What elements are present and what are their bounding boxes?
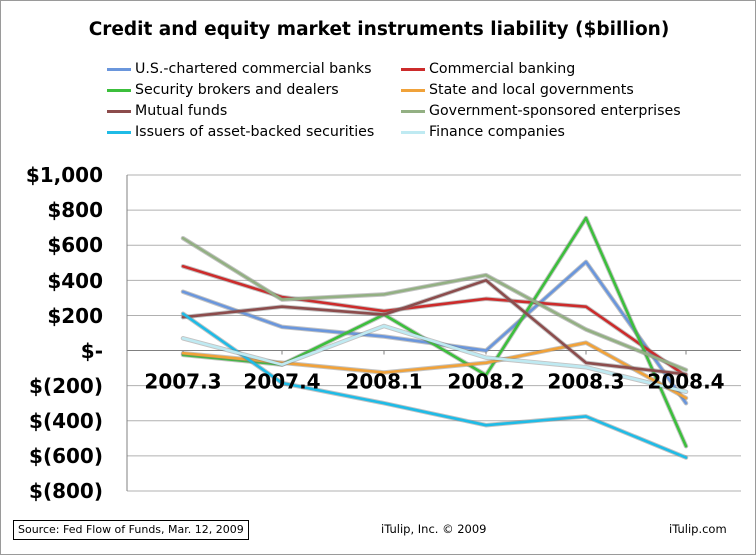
legend-item: Mutual funds xyxy=(107,101,227,121)
legend-swatch xyxy=(401,88,425,92)
legend-label: U.S.-chartered commercial banks xyxy=(135,61,372,77)
x-tick-label: 2008.1 xyxy=(345,370,422,394)
source-note: Source: Fed Flow of Funds, Mar. 12, 2009 xyxy=(13,520,249,540)
legend-swatch xyxy=(107,109,131,113)
copyright-text: iTulip, Inc. © 2009 xyxy=(381,522,487,536)
x-tick-label: 2008.4 xyxy=(647,370,724,394)
series-line xyxy=(181,278,688,376)
legend-label: Mutual funds xyxy=(135,103,228,119)
series-line xyxy=(181,216,688,448)
x-tick-label: 2007.3 xyxy=(144,370,221,394)
series-line xyxy=(181,324,688,394)
y-tick-label: $(200) xyxy=(29,374,103,398)
legend-item: Security brokers and dealers xyxy=(107,80,339,100)
y-tick-label: $(600) xyxy=(29,444,103,468)
series-line xyxy=(181,312,688,459)
y-tick-label: $1,000 xyxy=(25,163,103,187)
legend-swatch xyxy=(107,67,131,71)
series-line xyxy=(181,264,688,378)
legend-label: Finance companies xyxy=(429,124,565,140)
legend-swatch xyxy=(107,130,131,134)
legend-item: Finance companies xyxy=(401,122,565,142)
legend-item: State and local governments xyxy=(401,80,634,100)
legend-label: Issuers of asset-backed securities xyxy=(135,124,375,140)
series-line xyxy=(181,236,688,372)
y-tick-label: $200 xyxy=(47,304,103,328)
y-tick-label: $800 xyxy=(47,198,103,222)
legend-label: Security brokers and dealers xyxy=(135,82,339,98)
x-tick-label: 2007.4 xyxy=(243,370,320,394)
legend-swatch xyxy=(401,130,425,134)
legend-swatch xyxy=(107,88,131,92)
x-tick-label: 2008.2 xyxy=(447,370,524,394)
y-tick-label: $(400) xyxy=(29,409,103,433)
legend-item: Issuers of asset-backed securities xyxy=(107,122,374,142)
legend-label: Government-sponsored enterprises xyxy=(429,103,681,119)
y-tick-label: $(800) xyxy=(29,479,103,503)
legend-label: Commercial banking xyxy=(429,61,576,77)
x-tick-label: 2008.3 xyxy=(547,370,624,394)
y-tick-label: $400 xyxy=(47,269,103,293)
legend-swatch xyxy=(401,109,425,113)
legend-item: Commercial banking xyxy=(401,59,575,79)
legend-swatch xyxy=(401,67,425,71)
y-tick-label: $- xyxy=(80,339,103,363)
legend-item: Government-sponsored enterprises xyxy=(401,101,681,121)
legend-label: State and local governments xyxy=(429,82,634,98)
legend-item: U.S.-chartered commercial banks xyxy=(107,59,371,79)
y-tick-label: $600 xyxy=(47,233,103,257)
site-link[interactable]: iTulip.com xyxy=(669,522,727,536)
chart-title: Credit and equity market instruments lia… xyxy=(88,19,670,40)
